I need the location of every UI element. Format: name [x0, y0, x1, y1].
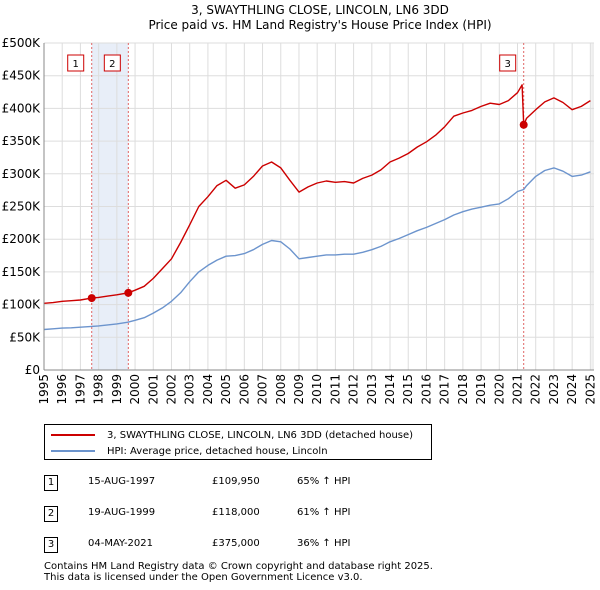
x-tick-label: 2009 — [292, 374, 306, 405]
x-tick-label: 2017 — [438, 374, 452, 405]
footer: Contains HM Land Registry data © Crown c… — [44, 561, 433, 583]
x-tick-label: 1995 — [37, 374, 51, 405]
x-tick-label: 2020 — [492, 374, 506, 405]
sale-number-badge: 2 — [44, 506, 58, 522]
x-tick-label: 1996 — [55, 374, 69, 405]
x-tick-label: 2001 — [146, 374, 160, 405]
x-tick-label: 2003 — [183, 374, 197, 405]
y-tick-label: £500K — [2, 36, 42, 50]
chart-title: 3, SWAYTHLING CLOSE, LINCOLN, LN6 3DD — [191, 3, 449, 17]
chart: 3, SWAYTHLING CLOSE, LINCOLN, LN6 3DD Pr… — [2, 3, 598, 405]
sale-number-badge: 3 — [44, 537, 58, 553]
sale-label-text: 2 — [109, 59, 115, 70]
x-tick-label: 2022 — [529, 374, 543, 405]
sale-date: 19-AUG-1999 — [88, 507, 156, 518]
x-tick-label: 2021 — [511, 374, 525, 405]
x-tick-label: 2025 — [583, 374, 597, 405]
x-tick-label: 2007 — [256, 374, 270, 405]
y-tick-label: £150K — [2, 265, 42, 279]
x-tick-label: 2010 — [310, 374, 324, 405]
x-tick-label: 2000 — [128, 374, 142, 405]
sale-label-text: 1 — [73, 59, 79, 70]
sale-price: £109,950 — [212, 476, 260, 487]
footer-copyright: Contains HM Land Registry data © Crown c… — [44, 561, 433, 572]
x-tick-label: 2013 — [365, 374, 379, 405]
x-tick-label: 2011 — [328, 374, 342, 405]
x-tick-label: 2014 — [383, 374, 397, 405]
x-tick-label: 1999 — [110, 374, 124, 405]
legend-label-hpi: HPI: Average price, detached house, Linc… — [107, 445, 328, 457]
legend-label-property: 3, SWAYTHLING CLOSE, LINCOLN, LN6 3DD (d… — [107, 429, 414, 441]
sale-label-text: 3 — [505, 59, 511, 70]
series-line-hpi — [43, 167, 591, 331]
sale-number-badge: 1 — [44, 475, 58, 491]
sale-price: £375,000 — [212, 538, 260, 549]
legend-swatch-hpi — [51, 450, 95, 452]
x-tick-label: 1997 — [73, 374, 87, 405]
y-tick-label: £100K — [2, 298, 42, 312]
sale-date: 04-MAY-2021 — [88, 538, 154, 549]
x-tick-label: 2006 — [237, 374, 251, 405]
sale-hpi-change: 36% ↑ HPI — [297, 538, 351, 549]
sale-label-box — [499, 54, 517, 72]
sale-date: 15-AUG-1997 — [88, 476, 156, 487]
x-tick-label: 2018 — [456, 374, 470, 405]
y-tick-label: £400K — [2, 101, 42, 115]
x-tick-label: 2019 — [474, 374, 488, 405]
y-tick-label: £350K — [2, 134, 42, 148]
sale-point — [124, 288, 133, 297]
x-tick-label: 2005 — [219, 374, 233, 405]
sale-label-box — [103, 54, 121, 72]
x-tick-label: 2016 — [419, 374, 433, 405]
footer-licence: This data is licensed under the Open Gov… — [44, 572, 363, 583]
sale-row: 1 15-AUG-1997 £109,950 65% ↑ HPI — [44, 475, 464, 495]
legend-item-property: 3, SWAYTHLING CLOSE, LINCOLN, LN6 3DD (d… — [51, 427, 413, 443]
x-tick-label: 2024 — [565, 374, 579, 405]
y-tick-label: £300K — [2, 167, 42, 181]
x-tick-label: 2008 — [274, 374, 288, 405]
legend-item-hpi: HPI: Average price, detached house, Linc… — [51, 443, 328, 459]
legend: 3, SWAYTHLING CLOSE, LINCOLN, LN6 3DD (d… — [44, 424, 432, 460]
x-tick-label: 2023 — [547, 374, 561, 405]
y-tick-label: £0 — [25, 363, 40, 377]
y-tick-label: £250K — [2, 200, 42, 214]
y-tick-label: £450K — [2, 69, 42, 83]
sale-hpi-change: 61% ↑ HPI — [297, 507, 351, 518]
x-tick-label: 2004 — [201, 374, 215, 405]
sale-price: £118,000 — [212, 507, 260, 518]
legend-swatch-property — [51, 434, 95, 436]
sale-row: 3 04-MAY-2021 £375,000 36% ↑ HPI — [44, 537, 464, 557]
sale-hpi-change: 65% ↑ HPI — [297, 476, 351, 487]
y-tick-label: £200K — [2, 232, 42, 246]
y-tick-label: £50K — [9, 330, 41, 344]
series-line-property — [43, 84, 591, 304]
x-tick-label: 2002 — [164, 374, 178, 405]
x-tick-label: 2012 — [347, 374, 361, 405]
sale-label-box — [67, 54, 85, 72]
x-tick-label: 1998 — [92, 374, 106, 405]
sale-row: 2 19-AUG-1999 £118,000 61% ↑ HPI — [44, 506, 464, 526]
chart-subtitle: Price paid vs. HM Land Registry's House … — [148, 18, 491, 32]
sale-point — [87, 294, 96, 303]
sale-point — [519, 120, 528, 129]
x-tick-label: 2015 — [401, 374, 415, 405]
